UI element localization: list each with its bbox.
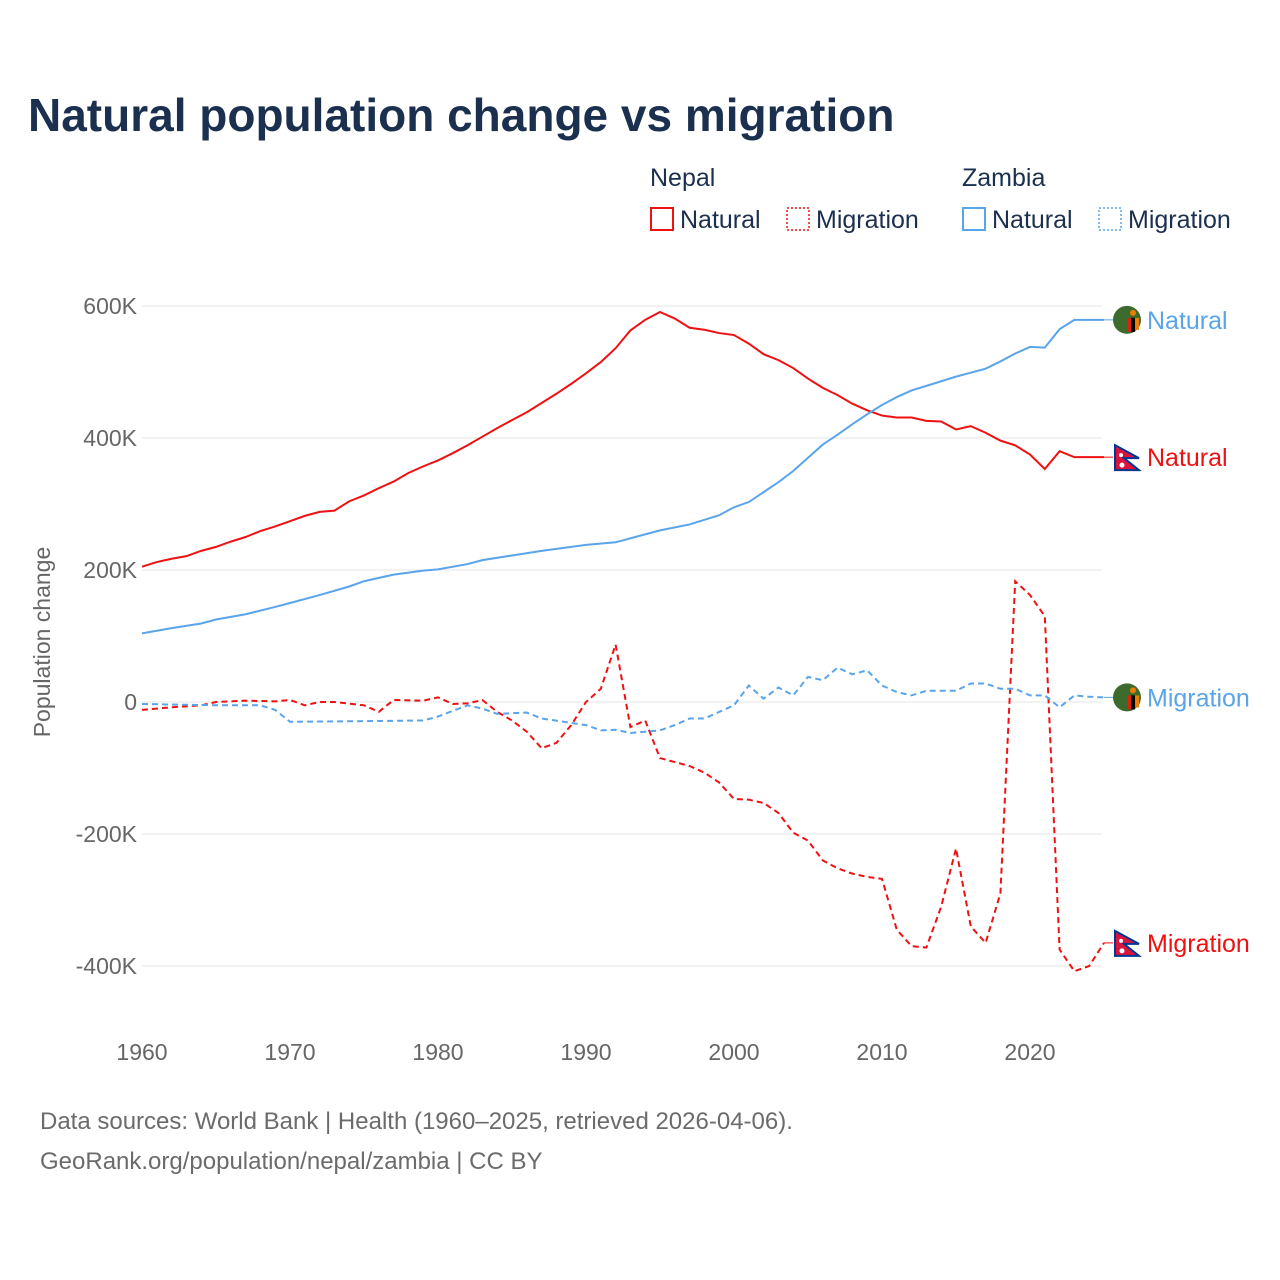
- series-line-zambia-natural: [141, 318, 1104, 635]
- x-tick-label: 2010: [856, 1039, 907, 1065]
- x-tick-label: 1970: [264, 1039, 315, 1065]
- flag-stripe: [1131, 695, 1135, 710]
- chart-title: Natural population change vs migration: [28, 89, 895, 141]
- series-end-label: Migration: [1147, 930, 1250, 958]
- legend-group-title: Nepal: [650, 164, 715, 192]
- x-tick-label: 1990: [560, 1039, 611, 1065]
- legend-item[interactable]: Natural: [650, 206, 761, 234]
- flag-eagle: [1130, 309, 1136, 316]
- x-tick-label: 2000: [708, 1039, 759, 1065]
- flag-eagle: [1130, 687, 1136, 694]
- legend-label: Migration: [816, 206, 919, 234]
- y-tick-label: 0: [124, 689, 137, 715]
- flag-moon: [1119, 453, 1123, 458]
- flag-stripe: [1131, 317, 1135, 332]
- flag-sun: [1119, 948, 1125, 954]
- y-axis-label: Population change: [29, 547, 55, 738]
- x-tick-label: 1980: [412, 1039, 463, 1065]
- series-end-label: Natural: [1147, 444, 1228, 472]
- legend-label: Migration: [1128, 206, 1231, 234]
- y-tick-label: 400K: [83, 425, 137, 451]
- y-tick-label: 600K: [83, 293, 137, 319]
- legend-item[interactable]: Migration: [786, 206, 919, 234]
- series-line-nepal-natural: [141, 310, 1104, 568]
- x-tick-label: 1960: [116, 1039, 167, 1065]
- y-tick-label: 200K: [83, 557, 137, 583]
- zambia-flag-icon: [1113, 683, 1141, 712]
- y-tick-label: -400K: [76, 953, 138, 979]
- flag-stripe: [1135, 695, 1139, 708]
- source-note: Data sources: World Bank | Health (1960–…: [40, 1108, 793, 1135]
- legend-item[interactable]: Migration: [1098, 206, 1231, 234]
- legend-swatch-solid: [962, 207, 986, 231]
- flag-stripe: [1127, 317, 1131, 332]
- flag-moon: [1119, 938, 1123, 943]
- series-line-zambia-migration: [141, 666, 1105, 735]
- nepal-flag-icon: [1113, 928, 1142, 957]
- nepal-flag-icon: [1113, 443, 1142, 472]
- series-line-nepal-migration: [141, 579, 1105, 973]
- series-end-label: Migration: [1147, 684, 1250, 712]
- flag-stripe: [1127, 695, 1131, 710]
- legend-swatch-solid: [650, 207, 674, 231]
- y-tick-label: -200K: [76, 821, 138, 847]
- legend-swatch-dashed: [1098, 207, 1122, 231]
- x-tick-label: 2020: [1004, 1039, 1055, 1065]
- flag-sun: [1119, 462, 1125, 468]
- legend-item[interactable]: Natural: [962, 206, 1073, 234]
- legend-label: Natural: [680, 206, 761, 234]
- legend-swatch-dashed: [786, 207, 810, 231]
- legend-group-title: Zambia: [962, 164, 1045, 192]
- zambia-flag-icon: [1113, 305, 1141, 334]
- series-end-label: Natural: [1147, 307, 1228, 335]
- legend-label: Natural: [992, 206, 1073, 234]
- source-link[interactable]: GeoRank.org/population/nepal/zambia | CC…: [40, 1148, 543, 1175]
- flag-stripe: [1135, 317, 1139, 330]
